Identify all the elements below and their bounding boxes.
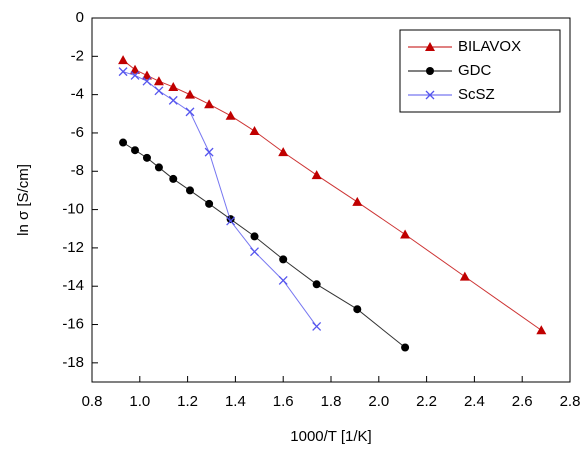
x-tick-label: 1.4	[225, 393, 246, 410]
x-tick-label: 2.6	[512, 393, 533, 410]
y-tick-label: -6	[71, 124, 84, 141]
legend-label: ScSZ	[458, 86, 495, 103]
marker	[536, 325, 547, 335]
marker	[141, 70, 152, 80]
marker	[311, 170, 322, 180]
marker	[184, 89, 195, 99]
marker	[226, 216, 236, 226]
marker	[119, 138, 128, 147]
marker	[205, 199, 214, 208]
x-axis-label: 1000/T [1/K]	[290, 428, 371, 445]
legend-marker	[425, 42, 435, 51]
marker	[353, 305, 362, 314]
marker	[185, 186, 194, 195]
marker	[204, 99, 215, 109]
y-tick-label: -4	[71, 86, 84, 103]
series-line	[122, 142, 406, 348]
marker	[225, 110, 236, 120]
marker	[130, 71, 140, 80]
marker	[154, 86, 164, 96]
y-axis-label: ln σ [S/cm]	[15, 164, 32, 236]
y-tick-label: -10	[62, 201, 84, 218]
marker	[278, 276, 288, 285]
marker	[401, 343, 410, 352]
marker	[226, 215, 235, 224]
y-tick-label: -16	[62, 315, 84, 332]
marker	[204, 147, 214, 157]
x-tick-label: 0.8	[82, 393, 103, 410]
marker	[118, 55, 129, 65]
marker	[459, 271, 470, 281]
marker	[131, 146, 140, 155]
marker	[168, 81, 179, 91]
marker	[169, 174, 178, 183]
legend-label: GDC	[458, 62, 492, 79]
y-tick-label: -8	[71, 162, 84, 179]
marker	[168, 95, 178, 105]
marker	[118, 67, 128, 77]
y-tick-label: -14	[62, 277, 84, 294]
legend-marker	[425, 90, 435, 100]
marker	[130, 64, 141, 74]
marker	[142, 76, 152, 86]
x-tick-label: 2.0	[368, 393, 389, 410]
x-tick-label: 1.0	[129, 393, 150, 410]
marker	[142, 153, 151, 162]
marker	[250, 247, 259, 257]
y-tick-label: -2	[71, 47, 84, 64]
marker	[279, 255, 288, 264]
legend-label: BILAVOX	[458, 38, 521, 55]
marker	[154, 163, 163, 172]
x-tick-label: 1.8	[321, 393, 342, 410]
marker	[278, 147, 289, 157]
marker	[312, 321, 322, 331]
y-tick-label: -12	[62, 239, 84, 256]
marker	[153, 76, 164, 86]
y-tick-label: -18	[62, 354, 84, 371]
x-tick-label: 1.6	[273, 393, 294, 410]
x-tick-label: 1.2	[177, 393, 198, 410]
x-tick-label: 2.8	[560, 393, 581, 410]
x-tick-label: 2.4	[464, 393, 485, 410]
marker	[250, 232, 259, 241]
marker	[312, 280, 321, 289]
marker	[249, 126, 260, 136]
x-tick-label: 2.2	[416, 393, 437, 410]
marker	[400, 229, 411, 239]
marker	[185, 107, 195, 117]
y-tick-label: 0	[76, 9, 84, 26]
legend-marker	[426, 67, 434, 75]
marker	[352, 196, 363, 206]
